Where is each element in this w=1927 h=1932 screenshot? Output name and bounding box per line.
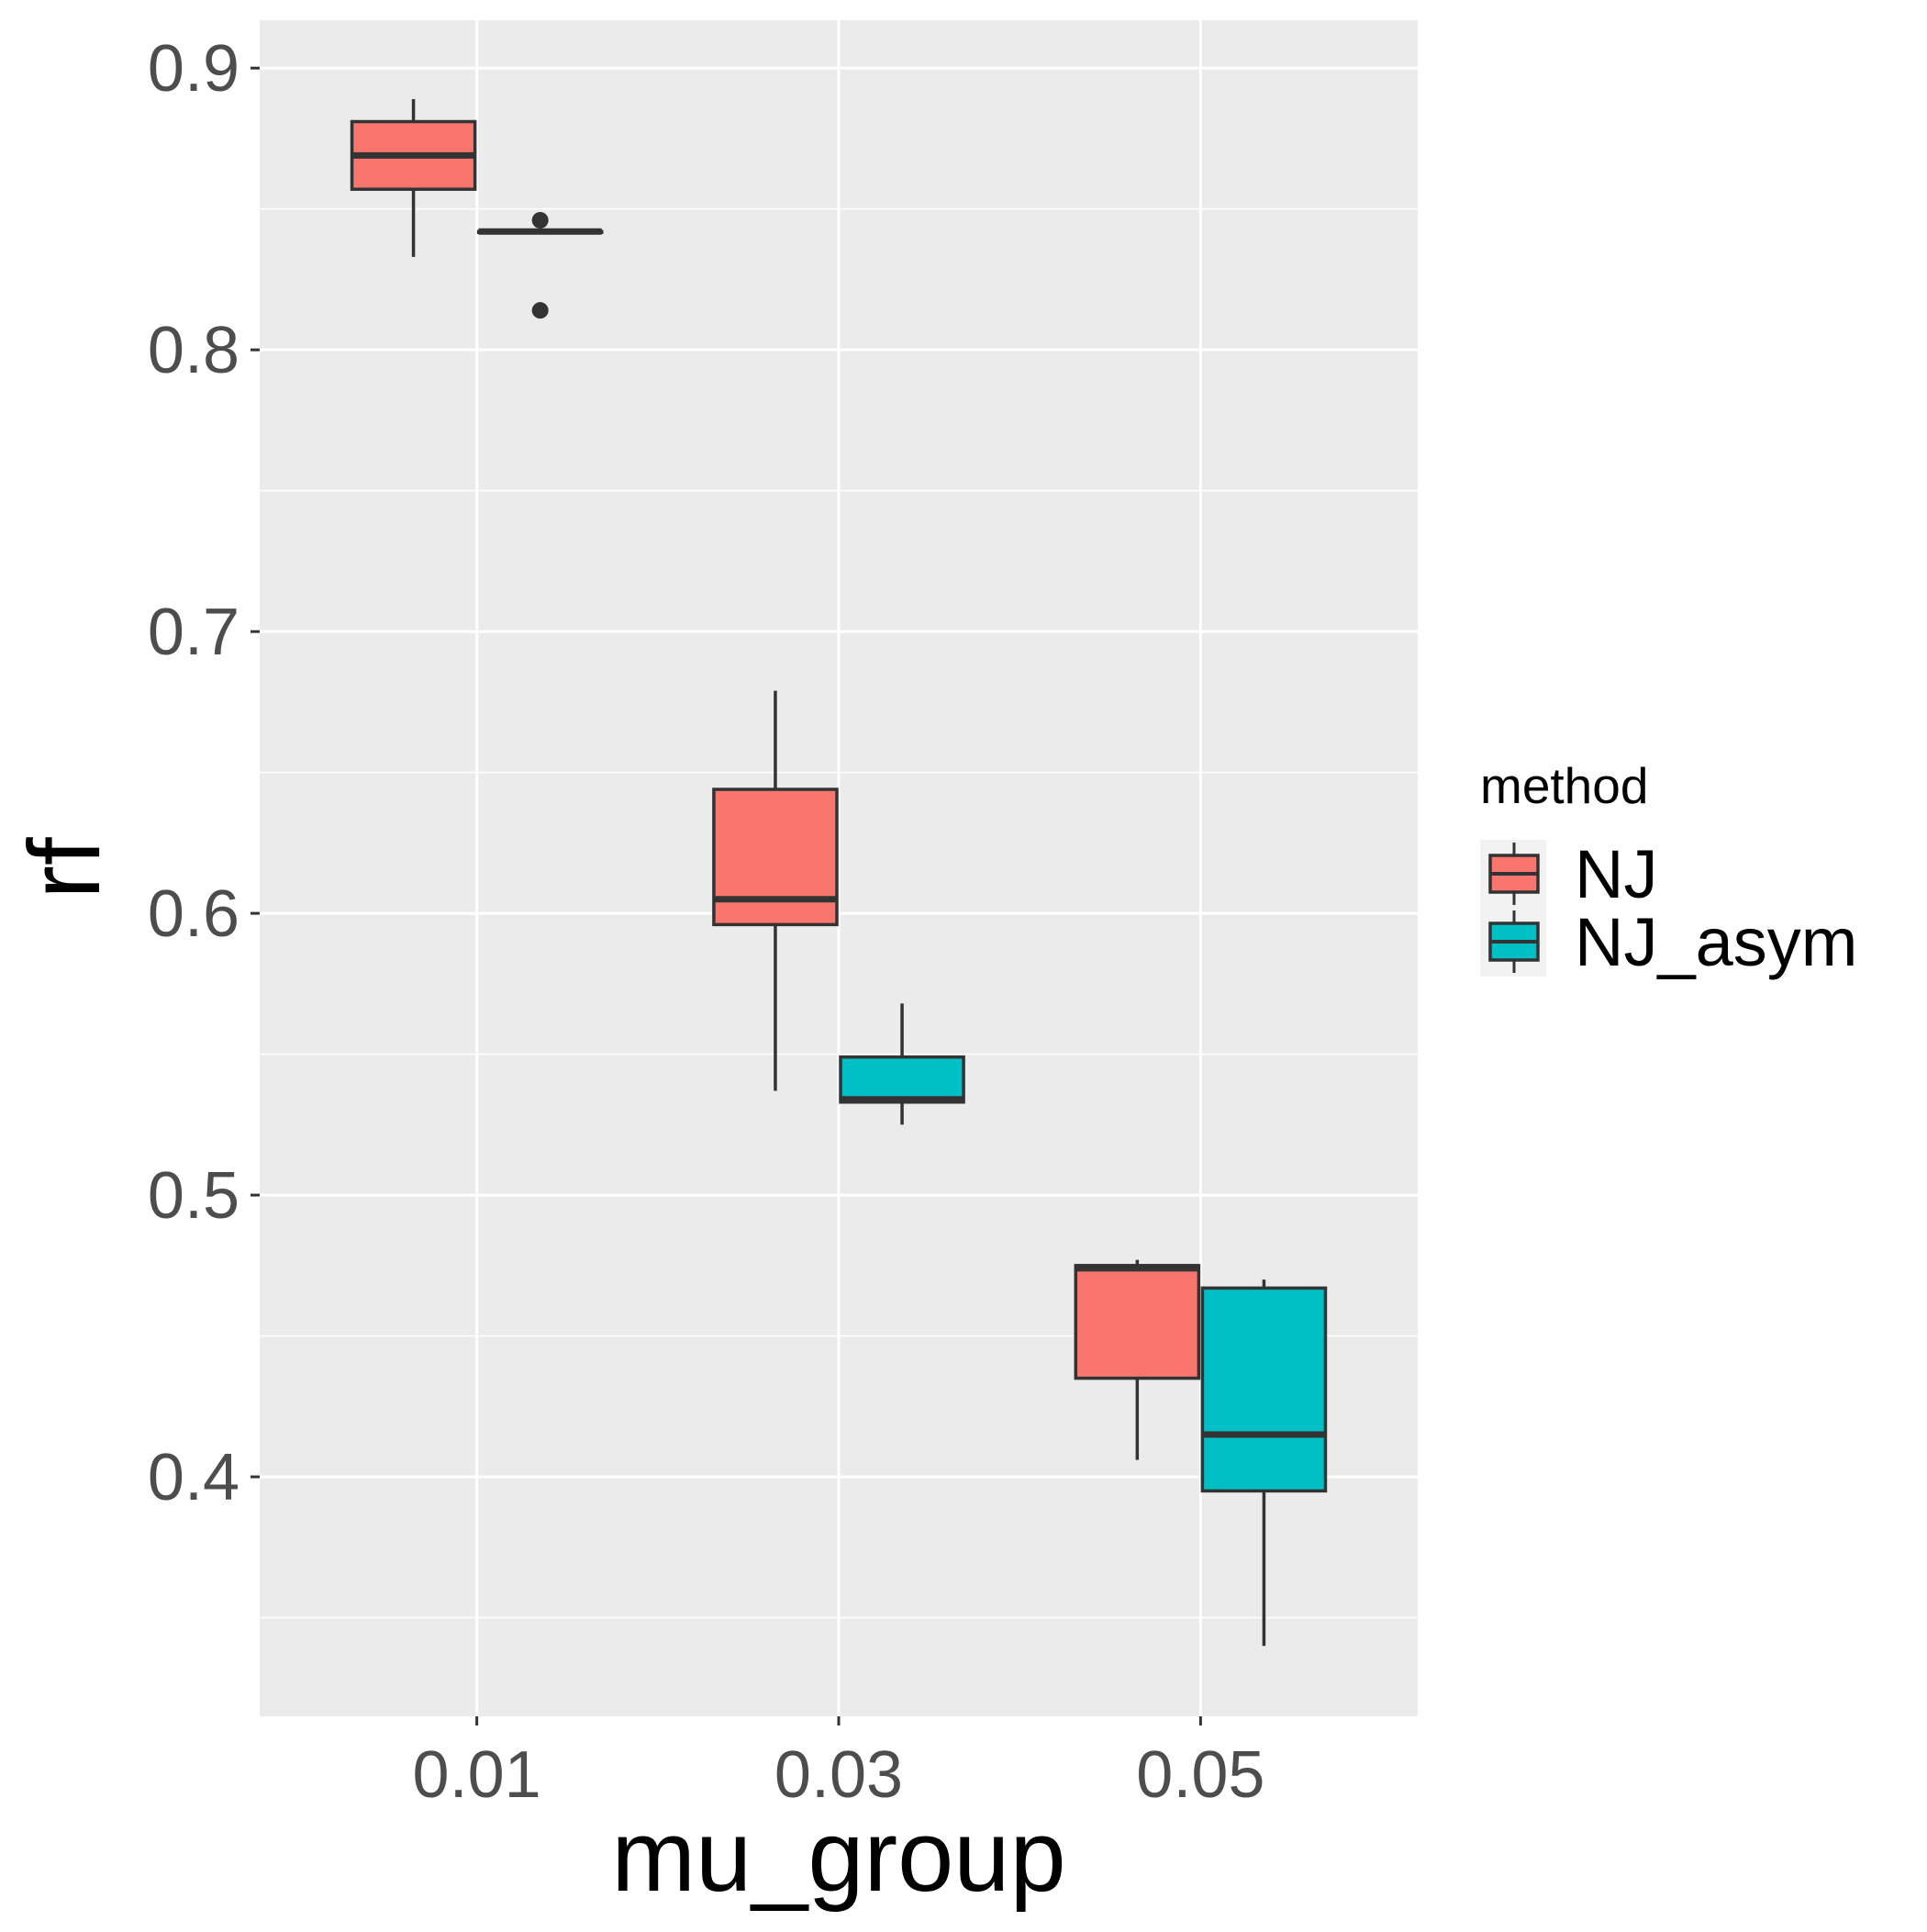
outlier-point [531,211,549,229]
grid-lines [260,20,1418,1716]
y-tick-label: 0.7 [148,596,239,669]
box-NJ_asym-0.03 [839,1003,965,1125]
y-tick-label: 0.8 [148,314,239,387]
box-iqr [712,787,839,927]
box-NJ-0.01 [350,98,477,257]
legend-label: NJ_asym [1575,904,1857,980]
box-iqr [839,1055,965,1104]
y-axis-title: rf [8,837,121,899]
box-iqr [1200,1286,1328,1493]
x-tick-label: 0.01 [413,1738,541,1812]
x-tick-label: 0.03 [774,1738,903,1812]
outlier-point [531,302,549,319]
x-tick-label: 0.05 [1136,1738,1264,1812]
x-axis-title: mu_group [611,1800,1065,1913]
box-NJ_asym-0.01 [476,211,604,319]
y-tick-label: 0.4 [148,1441,239,1514]
boxes [350,98,1328,1647]
y-tick-label: 0.5 [148,1159,239,1233]
box-NJ_asym-0.05 [1200,1279,1328,1647]
legend-label: NJ [1575,836,1657,912]
y-tick-label: 0.9 [148,32,239,106]
y-axis: 0.4 0.5 0.6 0.7 0.8 0.9 [148,32,260,1514]
x-axis: 0.01 0.03 0.05 [413,1716,1264,1812]
legend-title: method [1480,757,1648,814]
y-tick-label: 0.6 [148,877,239,951]
box-NJ-0.03 [712,690,839,1091]
box-NJ-0.05 [1074,1259,1201,1460]
box-iqr [1074,1264,1201,1380]
